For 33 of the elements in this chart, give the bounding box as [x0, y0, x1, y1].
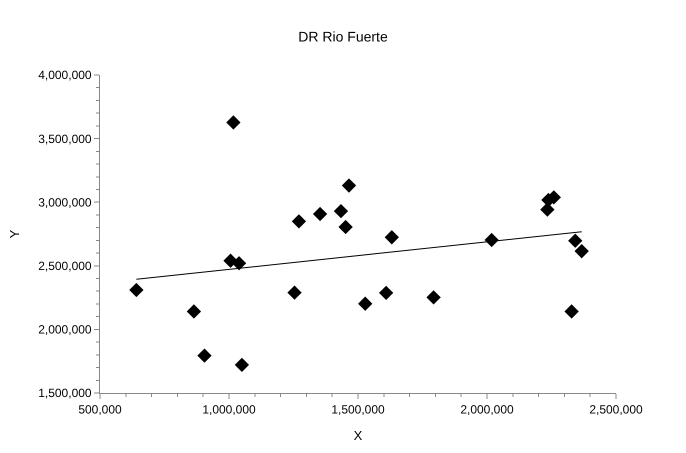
point	[234, 358, 250, 372]
y-tick-label: 4,000,000	[38, 68, 92, 82]
y-tick-label: 2,500,000	[38, 259, 92, 273]
y-tick-label: 3,500,000	[38, 132, 92, 146]
x-tick-label: 1,500,000	[331, 402, 386, 416]
point	[312, 206, 328, 222]
y-axis-title: Y	[7, 229, 22, 238]
point	[334, 204, 348, 218]
point	[574, 244, 589, 258]
point	[292, 214, 306, 229]
point	[186, 304, 202, 319]
point	[197, 348, 212, 363]
y-tick-label: 1,500,000	[38, 386, 92, 400]
y-tick-label: 2,000,000	[38, 322, 92, 337]
point	[568, 234, 582, 248]
x-tick-label: 2,000,000	[460, 402, 514, 416]
point	[384, 230, 399, 244]
point	[426, 290, 441, 304]
point	[564, 304, 579, 319]
point	[287, 285, 302, 300]
point	[232, 256, 246, 270]
x-tick-label: 500,000	[78, 402, 122, 416]
point	[342, 178, 356, 193]
chart-title: DR Rio Fuerte	[298, 28, 388, 45]
point	[226, 115, 241, 130]
point	[338, 220, 353, 234]
x-tick-label: 2,500,000	[589, 402, 644, 416]
x-axis-title: X	[354, 428, 363, 443]
point	[358, 296, 372, 311]
point	[378, 286, 394, 300]
point	[129, 282, 144, 298]
y-tick-label: 3,000,000	[38, 195, 92, 210]
x-tick-label: 1,000,000	[202, 402, 256, 416]
